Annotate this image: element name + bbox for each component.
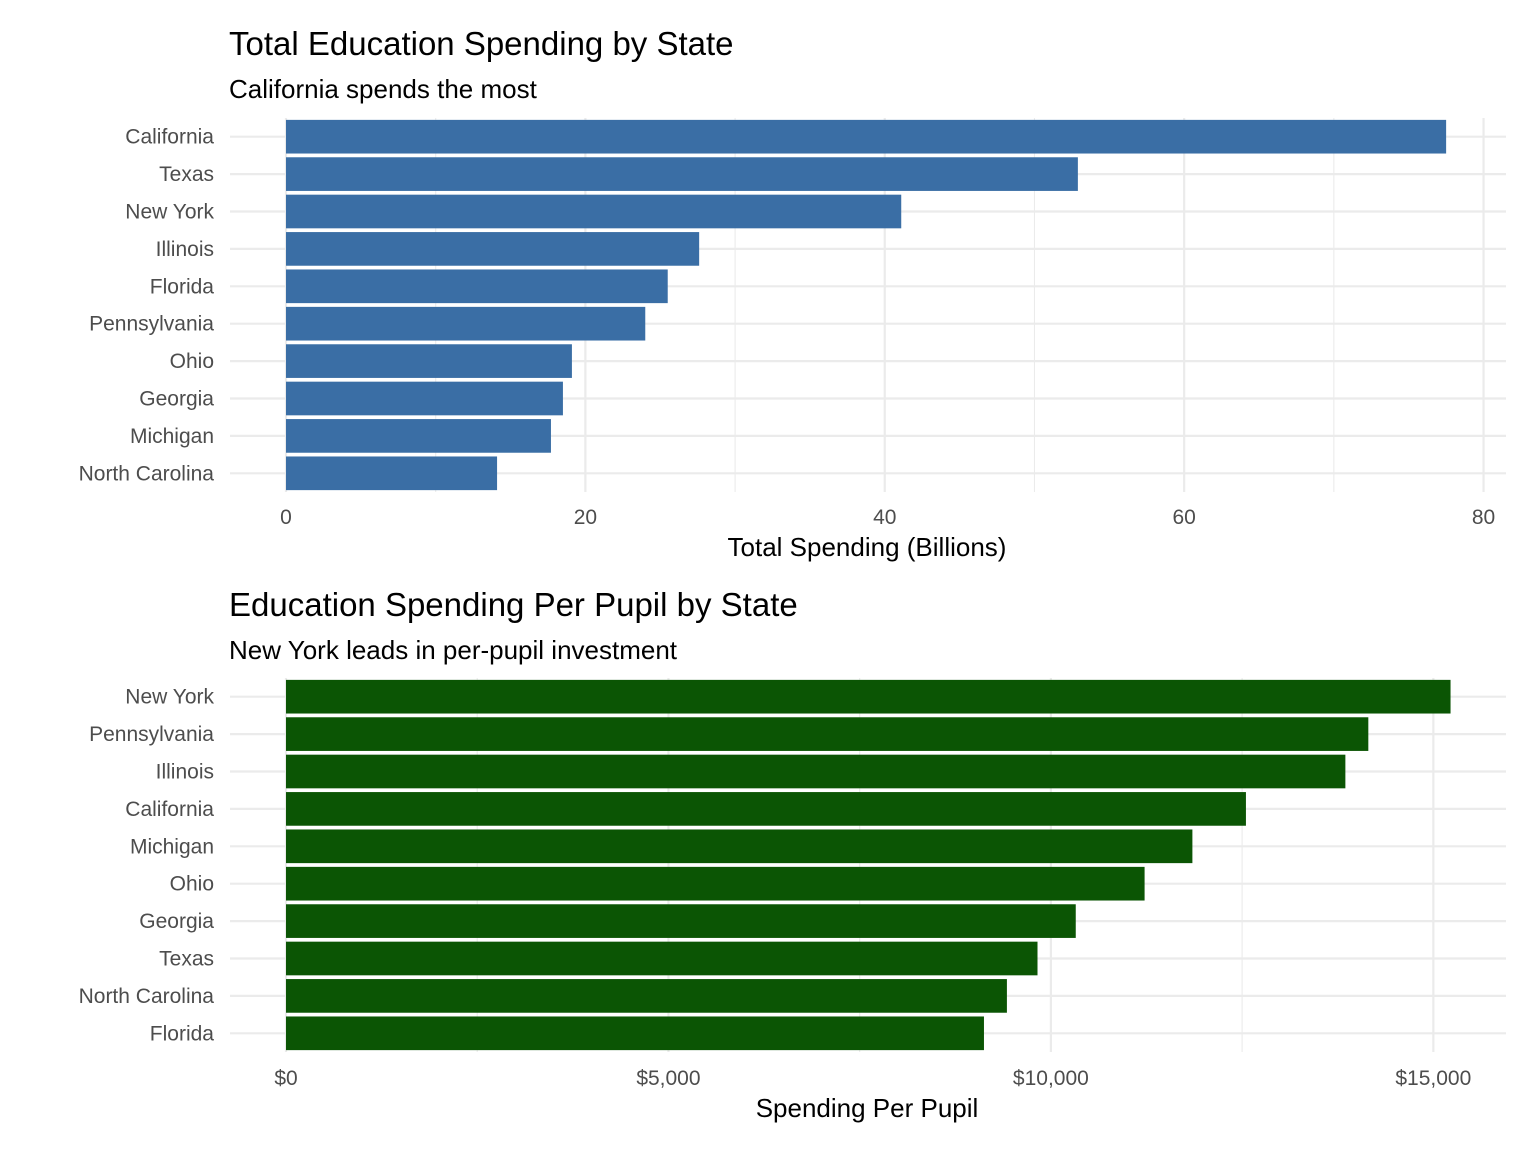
x-tick-label: $5,000	[636, 1067, 700, 1090]
x-axis-title: Spending Per Pupil	[756, 1093, 979, 1123]
total-spending-panel: Total Education Spending by State Califo…	[79, 25, 1506, 562]
per-pupil-panel: Education Spending Per Pupil by State Ne…	[79, 586, 1506, 1123]
y-tick-label: Pennsylvania	[89, 723, 214, 746]
x-tick-label: $15,000	[1395, 1067, 1471, 1090]
y-tick-label: Georgia	[139, 910, 214, 933]
y-tick-label: North Carolina	[79, 985, 215, 1008]
bar	[286, 866, 1145, 901]
bar	[286, 194, 902, 229]
y-tick-label: Texas	[159, 163, 214, 186]
bar	[286, 979, 1007, 1013]
bars	[286, 119, 1447, 491]
bar	[286, 306, 646, 341]
bar	[286, 381, 563, 416]
y-tick-label: Pennsylvania	[89, 313, 214, 336]
y-tick-label: Illinois	[156, 761, 214, 784]
bar	[286, 344, 572, 378]
y-tick-label: New York	[125, 201, 214, 224]
chart-title: Total Education Spending by State	[229, 25, 734, 62]
bar	[286, 829, 1193, 864]
chart-title: Education Spending Per Pupil by State	[229, 586, 798, 623]
bar	[286, 717, 1369, 751]
y-tick-label: Michigan	[130, 425, 214, 448]
bars	[286, 679, 1451, 1051]
x-tick-label: 0	[280, 506, 292, 529]
bar	[286, 792, 1246, 826]
bar	[286, 157, 1078, 191]
x-tick-label: 40	[873, 506, 896, 529]
x-tick-label: 60	[1172, 506, 1195, 529]
bar	[286, 941, 1038, 976]
x-tick-label: $10,000	[1013, 1067, 1089, 1090]
x-tick-labels: 0 20 40 60 80	[280, 506, 1495, 529]
bar	[286, 754, 1346, 789]
bar	[286, 232, 700, 266]
y-tick-label: Ohio	[170, 350, 214, 373]
bar	[286, 904, 1076, 938]
y-tick-label: Texas	[159, 948, 214, 971]
x-axis-title: Total Spending (Billions)	[728, 532, 1007, 562]
y-tick-label: Florida	[150, 1022, 215, 1045]
y-tick-label: Illinois	[156, 238, 214, 261]
y-tick-label: North Carolina	[79, 462, 215, 485]
y-tick-label: California	[125, 126, 214, 149]
x-tick-label: $0	[274, 1067, 297, 1090]
bar	[286, 679, 1451, 714]
x-tick-labels: $0 $5,000 $10,000 $15,000	[274, 1067, 1471, 1090]
bar	[286, 119, 1447, 154]
chart-subtitle: New York leads in per-pupil investment	[229, 635, 678, 665]
y-tick-label: Georgia	[139, 388, 214, 411]
y-tick-label: Ohio	[170, 873, 214, 896]
y-tick-label: New York	[125, 686, 214, 709]
x-tick-label: 80	[1472, 506, 1495, 529]
chart-subtitle: California spends the most	[229, 74, 538, 104]
y-tick-labels: California Texas New York Illinois Florida Pe…	[79, 126, 215, 486]
bar	[286, 456, 498, 491]
y-tick-label: Michigan	[130, 835, 214, 858]
bar	[286, 1016, 984, 1051]
bar	[286, 269, 668, 304]
y-tick-label: Florida	[150, 275, 215, 298]
y-tick-label: California	[125, 798, 214, 821]
bar	[286, 419, 551, 453]
y-tick-labels: New York Pennsylvania Illinois California Mi…	[79, 686, 215, 1046]
x-tick-label: 20	[574, 506, 597, 529]
